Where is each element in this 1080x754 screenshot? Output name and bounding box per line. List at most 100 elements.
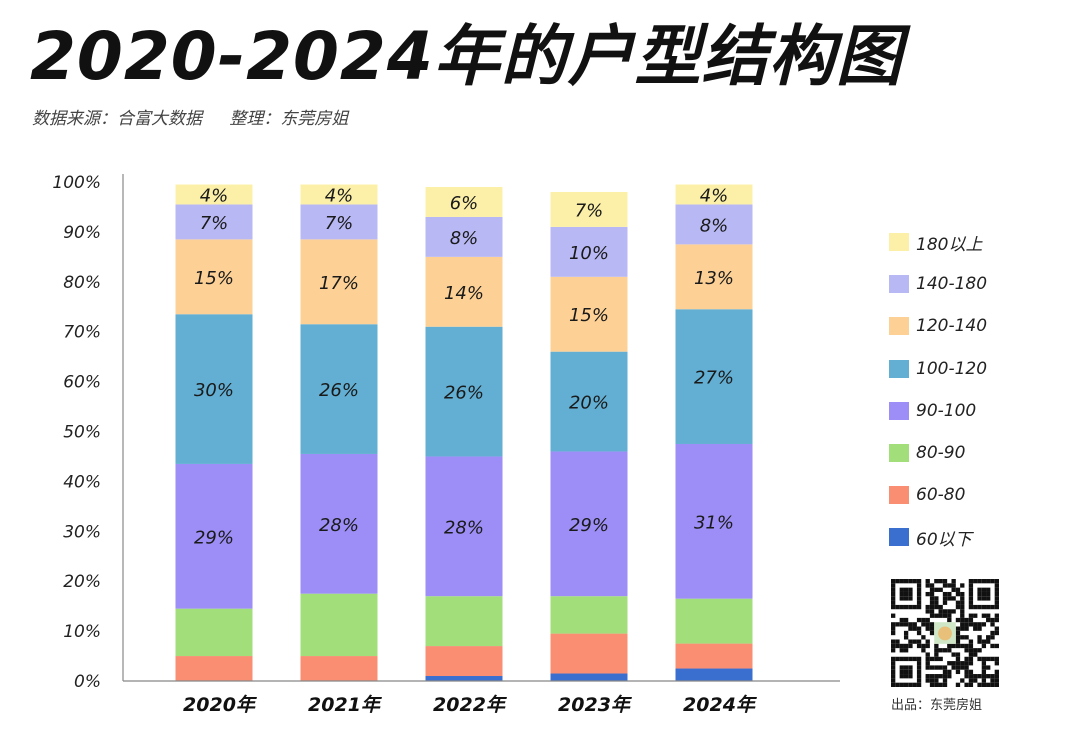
legend-label: 140-180 [916, 274, 988, 295]
bar-segment [675, 598, 753, 644]
y-tick-label: 70% [63, 323, 101, 343]
legend-swatch [889, 444, 909, 462]
x-tick-label: 2021年 [308, 694, 383, 716]
legend-label: 90-100 [916, 400, 977, 421]
data-source: 数据来源：合富大数据 [32, 109, 202, 129]
data-label: 28% [444, 517, 484, 538]
bar-segment [300, 239, 378, 325]
legend-label: 80-90 [916, 443, 966, 463]
data-label: 17% [319, 273, 359, 294]
bar-segment [175, 314, 253, 464]
legend-swatch [889, 401, 909, 420]
legend-swatch [889, 317, 909, 336]
data-label: 7% [325, 213, 354, 234]
legend-item: 180以上 [889, 231, 983, 255]
data-label: 15% [569, 305, 609, 326]
bar-segment [425, 676, 503, 681]
legend-item: 90-100 [889, 400, 976, 422]
stacked-bar-chart: 0% 10% 20% 30% 40% 50% 60% 70% 80% 90% 100% 29% 30% 1… [52, 173, 840, 716]
bar-segment [675, 204, 753, 245]
bar-segment [675, 184, 753, 205]
bar-segment [550, 596, 628, 634]
legend-label: 180以上 [916, 234, 983, 255]
data-label: 8% [700, 215, 729, 236]
bar-segment [425, 646, 503, 677]
data-label: 15% [194, 268, 234, 289]
chart-title: 2020-2024年的户型结构图 [30, 18, 903, 95]
qr-code-image [891, 579, 999, 687]
bar-segment [675, 309, 753, 444]
data-label: 7% [200, 213, 229, 234]
credit-text: 出品：东莞房姐 [891, 698, 983, 713]
data-label: 4% [325, 185, 354, 206]
y-tick-label: 20% [63, 572, 101, 592]
y-tick-label: 30% [63, 522, 101, 542]
data-label: 20% [569, 393, 609, 414]
data-label: 4% [200, 185, 229, 206]
data-label: 31% [694, 512, 734, 533]
data-label: 8% [450, 228, 479, 249]
y-tick-label: 0% [74, 672, 101, 692]
data-label: 7% [575, 200, 604, 221]
legend-item: 60-80 [889, 484, 965, 506]
x-tick-label: 2020年 [183, 694, 258, 716]
y-tick-label: 40% [63, 472, 101, 492]
bar-segment [175, 608, 253, 657]
bar-segment [425, 456, 503, 597]
bar-segment [300, 184, 378, 205]
data-label: 14% [444, 283, 484, 304]
bar-segment [550, 633, 628, 674]
bar-segment [675, 244, 753, 310]
bar-segment [550, 451, 628, 597]
data-label: 26% [444, 383, 484, 404]
legend-swatch [889, 233, 909, 251]
data-label: 13% [694, 268, 734, 289]
data-label: 10% [569, 243, 609, 264]
legend-label: 60-80 [916, 485, 966, 506]
legend-item: 60以下 [889, 526, 972, 550]
bar-segment [175, 204, 253, 240]
bar-segment [550, 351, 628, 452]
y-tick-label: 60% [63, 373, 101, 393]
bar-segment [300, 593, 378, 657]
y-tick-label: 10% [63, 622, 101, 642]
bar-segment [550, 276, 628, 352]
legend-swatch [889, 359, 909, 378]
legend-label: 100-120 [916, 358, 988, 379]
bar-segment [550, 673, 628, 681]
data-label: 30% [194, 380, 234, 401]
data-label: 6% [450, 193, 479, 214]
legend-swatch [889, 275, 909, 294]
bar-segment [175, 463, 253, 609]
bar-segment [425, 256, 503, 327]
chart-subtitle: 数据来源：合富大数据 整理：东莞房姐 [32, 104, 348, 129]
data-label: 28% [319, 515, 359, 536]
legend-item: 140-180 [889, 273, 987, 295]
bar-segment [425, 596, 503, 647]
bar-segment [425, 326, 503, 457]
x-tick-label: 2022年 [433, 694, 508, 716]
x-tick-label: 2023年 [558, 694, 633, 716]
bar-segment [425, 216, 503, 257]
bar-segment [175, 239, 253, 315]
bar-segment [175, 184, 253, 205]
legend-item: 120-140 [889, 315, 987, 337]
data-label: 29% [569, 515, 609, 536]
bar-segment [675, 443, 753, 599]
data-label: 27% [694, 368, 734, 389]
y-tick-label: 50% [63, 423, 101, 443]
legend-label: 60以下 [916, 529, 972, 550]
bar-segment [300, 324, 378, 454]
bar-segment [300, 204, 378, 240]
bar-segment [550, 226, 628, 277]
legend-label: 120-140 [916, 316, 988, 337]
y-tick-label: 90% [63, 223, 101, 243]
legend-item: 80-90 [889, 442, 965, 464]
bar-segment [675, 643, 753, 669]
bar-segment [675, 668, 753, 681]
bar-segment [300, 656, 378, 681]
bar-segment [175, 656, 253, 681]
bar-segment [425, 186, 503, 217]
x-tick-label: 2024年 [683, 694, 758, 716]
bar-segment [550, 191, 628, 227]
